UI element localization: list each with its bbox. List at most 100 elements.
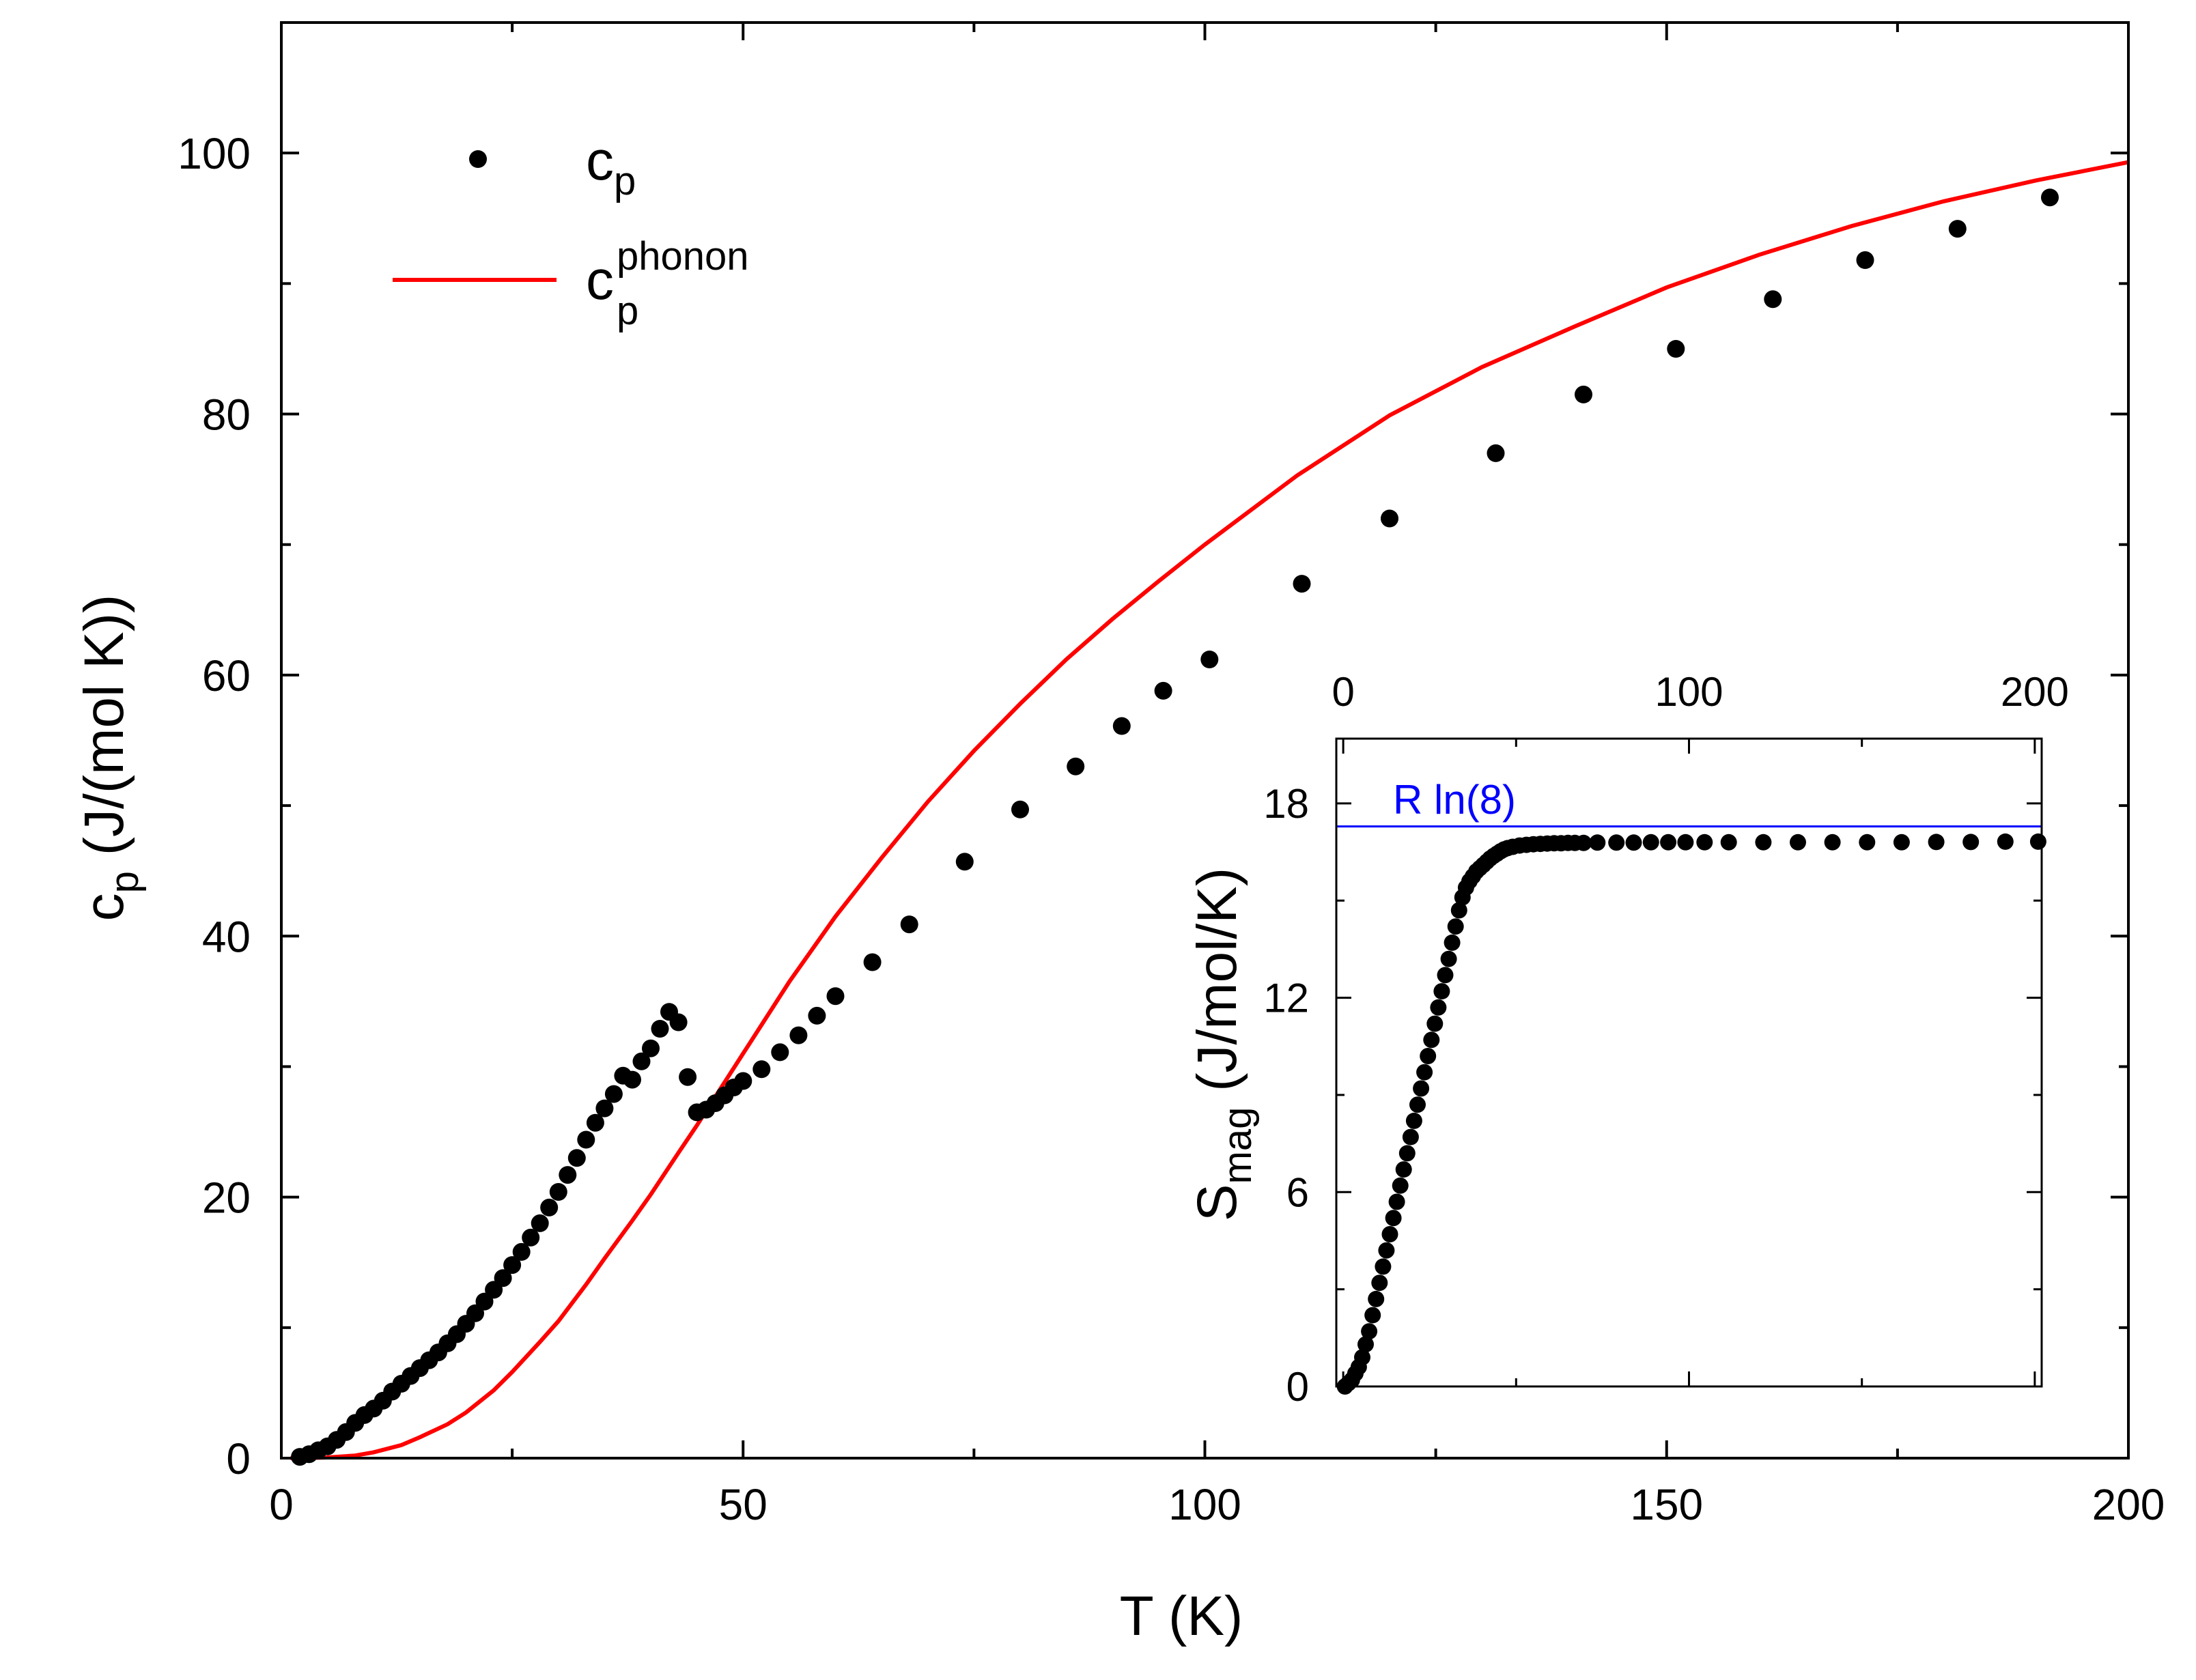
smag-data-point [1409,1096,1426,1113]
y-axis-title-rest: (J/(mol K)) [73,595,135,871]
cp-data-point [771,1043,789,1062]
cp-data-point [494,1269,512,1287]
y-axis-title-main: c [73,893,135,921]
legend-label-cp: cp [586,130,636,203]
smag-data-point [1423,1031,1440,1049]
x-axis-title: T (K) [1120,1585,1243,1647]
cp-data-point [789,1026,808,1044]
smag-data-point [1354,1349,1370,1366]
x-tick-label: 150 [1630,1480,1703,1529]
cp-data-point [734,1072,752,1090]
x-tick-label: 0 [269,1480,294,1529]
smag-data-point [1677,834,1694,851]
smag-data-point [1575,834,1592,851]
smag-data-point [1364,1307,1381,1324]
smag-data-point [1381,1226,1398,1242]
legend-point-marker [469,150,487,168]
cp-data-point [1667,340,1685,358]
x-tick-label: 50 [719,1480,768,1529]
cp-data-point [679,1068,697,1086]
cp-data-point [540,1198,559,1216]
cp-data-point [1067,757,1085,775]
inset-y-axis-title: Smag (J/mol/K) [1186,868,1260,1221]
smag-data-point [1608,834,1625,851]
smag-data-point [1420,1048,1437,1064]
smag-data-point [1642,834,1659,851]
smag-data-point [2029,833,2046,850]
smag-data-point [1395,1161,1412,1178]
smag-data-point [1625,834,1642,851]
smag-data-point [1720,834,1737,851]
legend: cp c phonon p [393,130,749,333]
inset-y-tick-label: 0 [1286,1364,1309,1410]
y-tick-label: 100 [178,129,251,178]
cp-data-point [1200,651,1219,668]
y-axis-title: cp (J/(mol K)) [73,595,147,922]
smag-data-point [1375,1258,1392,1275]
cp-data-point [503,1256,522,1275]
smag-data-point [1416,1064,1433,1081]
inset-reference-label: R ln(8) [1393,777,1516,823]
smag-data-point [1696,834,1713,851]
cp-data-point [549,1183,567,1201]
smag-data-point [1997,833,2014,850]
cp-data-point [522,1228,540,1247]
cp-data-point [531,1214,549,1232]
inset-y-axis-title-main: S [1186,1184,1248,1221]
smag-data-point [1357,1336,1374,1353]
inset-y-tick-label: 6 [1286,1169,1309,1215]
cp-data-point [1154,681,1172,700]
cp-data-point [1764,290,1782,309]
smag-data-point [1589,834,1606,851]
smag-data-point [1824,834,1841,851]
smag-data-point [1433,983,1450,1000]
smag-data-point [1450,902,1467,919]
smag-data-point [1385,1210,1402,1227]
cp-data-point [559,1166,577,1184]
cp-data-point [604,1085,623,1103]
inset-plot: 0 100 200 0 6 12 18 [1263,669,2069,1410]
y-tick-label: 0 [226,1434,251,1483]
smag-data-point [1361,1323,1378,1340]
inset-y-axis-title-sub: mag [1215,1107,1260,1184]
cp-data-point [1575,385,1592,403]
smag-data-point [1928,834,1945,851]
smag-data-point [1859,834,1876,851]
inset-x-tick-label: 0 [1332,669,1354,715]
cp-data-point [955,853,974,871]
cp-data-point [1112,717,1131,735]
smag-data-point [1962,834,1980,851]
smag-data-point [1437,967,1454,984]
inset-y-tick-label: 18 [1263,781,1309,827]
cp-data-point [632,1052,651,1070]
smag-data-point [1447,918,1464,935]
inset-x-tick-label: 200 [2001,669,2069,715]
smag-data-point [1893,834,1910,851]
cp-data-point [2041,188,2059,207]
inset-y-tick-label: 12 [1263,976,1309,1021]
cp-data-point [900,915,918,934]
cp-data-point [623,1070,641,1089]
smag-data-point [1371,1275,1388,1292]
inset-y-axis-title-rest: (J/mol/K) [1186,868,1248,1107]
smag-data-point [1402,1128,1419,1145]
smag-data-point [1368,1290,1385,1307]
smag-data-point [1430,999,1447,1016]
cp-data-point [577,1130,595,1149]
legend-label-phonon-sub: p [617,289,638,333]
phonon-curve [290,160,2129,1460]
cp-data-point [826,987,845,1006]
smag-data-point [1405,1112,1422,1129]
cp-data-point [1381,509,1398,528]
cp-data-point [512,1242,531,1261]
cp-data-point [1948,220,1967,238]
smag-data-point [1388,1193,1405,1210]
x-tick-label: 200 [2092,1480,2165,1529]
smag-data-point [1790,834,1806,851]
cp-data-point [752,1060,771,1079]
y-axis-title-sub: p [102,871,147,893]
smag-data-point [1378,1242,1395,1259]
legend-label-phonon-sup: phonon [617,234,749,279]
